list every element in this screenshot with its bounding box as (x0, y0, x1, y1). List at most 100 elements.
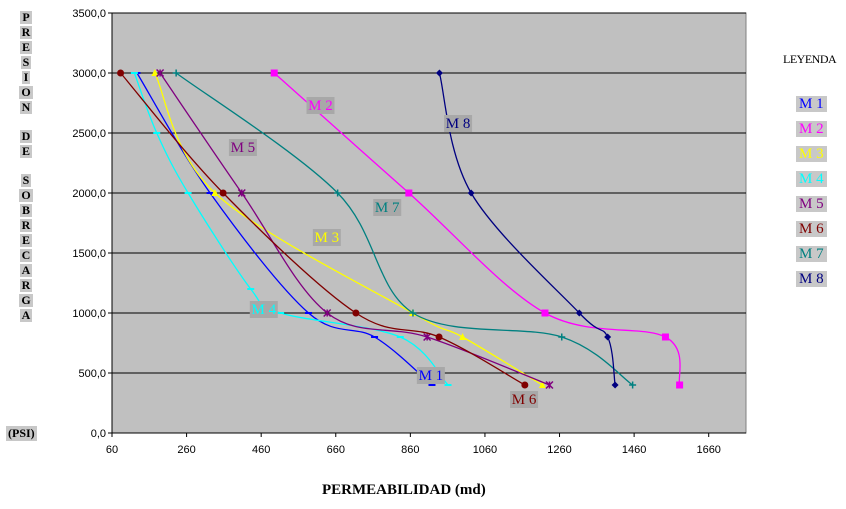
data-point-m6 (117, 69, 125, 77)
y-tick-label: 0,0 (91, 428, 106, 440)
x-tick-label: 1460 (622, 444, 646, 456)
data-point-m5 (156, 68, 165, 78)
y-title-letter: G (19, 293, 33, 307)
label-box (249, 301, 278, 318)
y-title-letter: D (19, 129, 33, 143)
data-point-m6 (219, 189, 227, 197)
label-box (510, 391, 539, 408)
x-tick-label: 460 (252, 444, 270, 456)
y-title-letter: S (20, 55, 32, 69)
label-text: M 3 (315, 230, 340, 246)
series-m7 (172, 69, 637, 389)
y-title-letter: N (19, 100, 33, 114)
y-title-letter: P (20, 10, 32, 24)
data-point-m8 (611, 381, 619, 389)
series-m6 (117, 69, 529, 389)
label-box (444, 115, 473, 132)
label-box (228, 139, 257, 156)
y-tick-labels: 0,0 500,0 1000,0 1500,0 2000,0 2500,0 3000,0 35… (72, 8, 106, 440)
data-point-m8 (435, 69, 443, 77)
y-tick-label: 1500,0 (72, 248, 106, 260)
data-point-m7 (558, 333, 566, 341)
legend-item-m2: M 2 (796, 121, 827, 137)
legend-item-m5: M 5 (796, 196, 827, 212)
y-title-letter: S (20, 173, 32, 187)
series-line-m3 (154, 72, 543, 386)
label-box (416, 367, 445, 384)
legend-item-m8: M 8 (796, 271, 827, 287)
data-point-m8 (575, 309, 583, 317)
series-line-m7 (175, 72, 633, 386)
y-tick-label: 3000,0 (72, 68, 106, 80)
x-tick-label: 660 (327, 444, 345, 456)
label-text: M 5 (231, 140, 256, 156)
y-title-letter: O (19, 188, 33, 202)
y-title-letter: R (19, 278, 33, 292)
data-point-m5 (545, 380, 554, 390)
data-point-m7 (629, 381, 637, 389)
y-title-letter: I (21, 70, 31, 84)
data-point-m3 (151, 69, 159, 76)
series-line-m8 (438, 72, 616, 386)
legend: M 1 M 2 M 3 M 4 M 5 M 6 M 7 M 8 (796, 96, 827, 296)
series-label-m4: M 4 (249, 301, 278, 318)
y-tick-label: 3500,0 (72, 8, 106, 20)
series-label-m8: M 8 (444, 115, 473, 132)
data-point-m3 (459, 333, 467, 340)
legend-item-m1: M 1 (796, 96, 827, 112)
y-title-letter: O (19, 85, 33, 99)
data-point-m2 (676, 381, 684, 389)
series-label-m1: M 1 (416, 367, 445, 384)
x-tick-label: 60 (106, 444, 118, 456)
series-m4 (130, 72, 452, 386)
y-title-letter: B (19, 203, 32, 217)
series-label-m7: M 7 (373, 199, 402, 216)
data-point-m2 (661, 333, 669, 341)
axes (111, 13, 746, 437)
x-tick-labels: 60 260 460 660 860 1060 1260 1460 1660 (106, 444, 721, 456)
y-title-letter: R (19, 218, 33, 232)
series-label-m5: M 5 (228, 139, 257, 156)
data-point-m7 (409, 309, 417, 317)
x-tick-label: 1660 (696, 444, 720, 456)
y-tick-label: 500,0 (78, 368, 106, 380)
label-text: M 1 (419, 368, 444, 384)
legend-item-m7: M 7 (796, 246, 827, 262)
label-text: M 4 (251, 302, 276, 318)
plot-area (111, 12, 747, 434)
y-title-letter: E (19, 144, 32, 158)
data-point-m3 (538, 381, 546, 388)
data-point-m6 (352, 309, 360, 317)
y-title-letter: C (19, 248, 33, 262)
data-point-m2 (405, 189, 413, 197)
plot-background (111, 12, 747, 434)
gridlines (108, 12, 746, 434)
y-title-letter: A (19, 308, 33, 322)
label-box (373, 199, 402, 216)
label-box (312, 229, 341, 246)
y-title-letter: A (19, 263, 33, 277)
series-m5 (156, 68, 554, 390)
data-point-m5 (423, 332, 432, 342)
series-line-m6 (120, 72, 526, 386)
data-point-m3 (211, 189, 219, 196)
label-text: M 8 (446, 116, 471, 132)
series-m1 (133, 72, 436, 386)
data-point-m6 (435, 333, 443, 341)
series-line-m1 (136, 72, 433, 386)
y-title-letter: E (19, 40, 32, 54)
label-text: M 6 (512, 392, 537, 408)
label-text: M 2 (308, 98, 333, 114)
y-title-letter: E (19, 233, 32, 247)
series-group (117, 68, 684, 390)
data-point-m7 (334, 189, 342, 197)
series-m2 (270, 69, 684, 389)
data-point-m7 (172, 69, 180, 77)
legend-item-m3: M 3 (796, 146, 827, 162)
data-point-m8 (604, 333, 612, 341)
data-point-m2 (541, 309, 549, 317)
y-tick-label: 2500,0 (72, 128, 106, 140)
data-point-m8 (467, 189, 475, 197)
